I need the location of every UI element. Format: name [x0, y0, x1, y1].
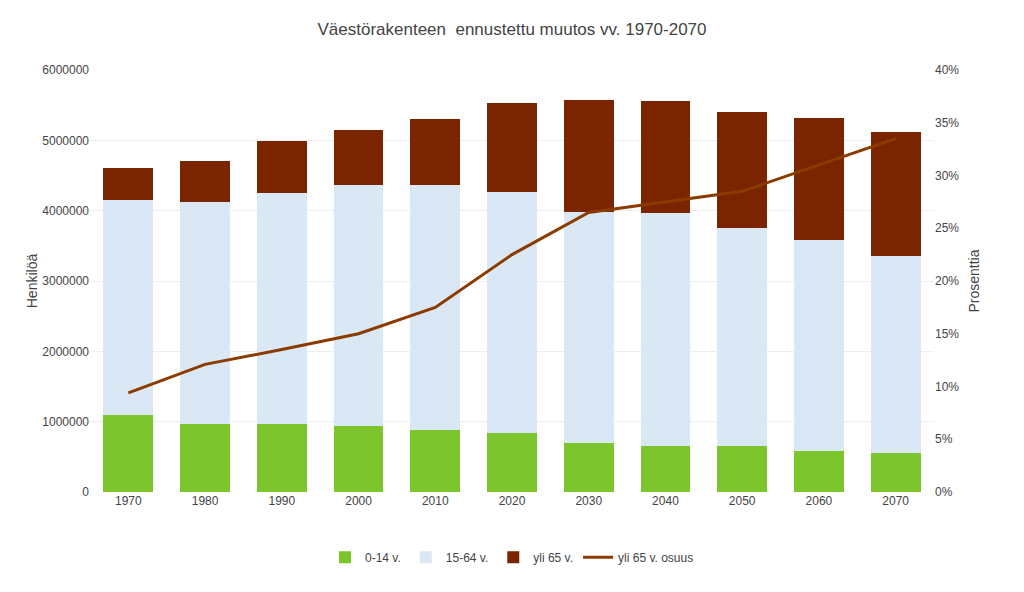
svg-text:0: 0 [82, 485, 89, 499]
svg-text:1000000: 1000000 [42, 415, 89, 429]
svg-text:5%: 5% [935, 432, 953, 446]
svg-text:2070: 2070 [882, 494, 909, 508]
svg-text:4000000: 4000000 [42, 204, 89, 218]
svg-text:2010: 2010 [422, 494, 449, 508]
svg-text:5000000: 5000000 [42, 134, 89, 148]
svg-text:Prosenttia: Prosenttia [966, 249, 982, 312]
svg-text:2050: 2050 [729, 494, 756, 508]
svg-text:15-64 v.: 15-64 v. [446, 551, 488, 565]
svg-text:35%: 35% [935, 116, 959, 130]
svg-text:yli 65 v. osuus: yli 65 v. osuus [618, 551, 693, 565]
svg-text:1970: 1970 [115, 494, 142, 508]
svg-text:20%: 20% [935, 274, 959, 288]
svg-text:30%: 30% [935, 169, 959, 183]
svg-text:6000000: 6000000 [42, 63, 89, 77]
svg-text:yli 65 v.: yli 65 v. [533, 551, 573, 565]
svg-text:10%: 10% [935, 380, 959, 394]
svg-text:Väestörakenteen ennustettu mu: Väestörakenteen ennustettu muutos vv. 19… [317, 20, 706, 39]
svg-text:25%: 25% [935, 221, 959, 235]
svg-text:2020: 2020 [499, 494, 526, 508]
svg-text:0%: 0% [935, 485, 953, 499]
svg-text:2000000: 2000000 [42, 345, 89, 359]
svg-text:2060: 2060 [806, 494, 833, 508]
svg-text:15%: 15% [935, 327, 959, 341]
svg-text:1990: 1990 [268, 494, 295, 508]
svg-text:0-14 v.: 0-14 v. [365, 551, 401, 565]
svg-text:2030: 2030 [575, 494, 602, 508]
svg-text:2000: 2000 [345, 494, 372, 508]
svg-text:1980: 1980 [192, 494, 219, 508]
svg-text:Henkilöä: Henkilöä [24, 254, 40, 309]
svg-text:3000000: 3000000 [42, 274, 89, 288]
svg-text:40%: 40% [935, 63, 959, 77]
svg-text:2040: 2040 [652, 494, 679, 508]
